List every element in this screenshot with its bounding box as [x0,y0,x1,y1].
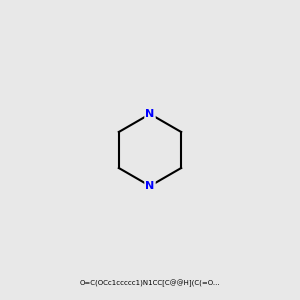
Text: N: N [146,109,154,119]
Text: O=C(OCc1ccccc1)N1CC[C@@H](C(=O...: O=C(OCc1ccccc1)N1CC[C@@H](C(=O... [80,279,220,287]
Text: N: N [146,181,154,191]
